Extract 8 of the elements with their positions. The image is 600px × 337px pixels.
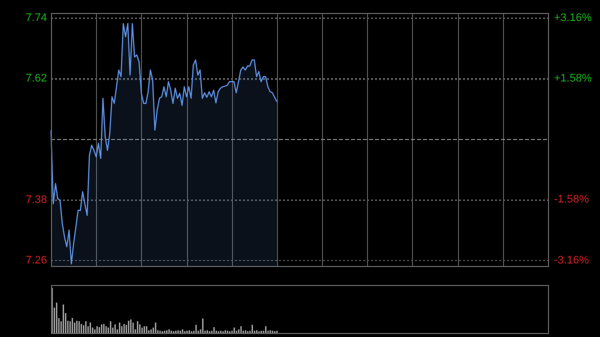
- y-tick-label: 7.74: [26, 12, 47, 24]
- y2-tick-label: -3.16%: [554, 254, 590, 266]
- y-tick-label: 7.62: [26, 72, 47, 85]
- y2-tick-label: +3.16%: [554, 12, 592, 24]
- y2-tick-label: +1.58%: [554, 72, 592, 85]
- y-tick-label: 7.26: [26, 254, 47, 266]
- y-tick-label: 7.38: [26, 194, 47, 206]
- y2-tick-label: -1.58%: [554, 194, 590, 206]
